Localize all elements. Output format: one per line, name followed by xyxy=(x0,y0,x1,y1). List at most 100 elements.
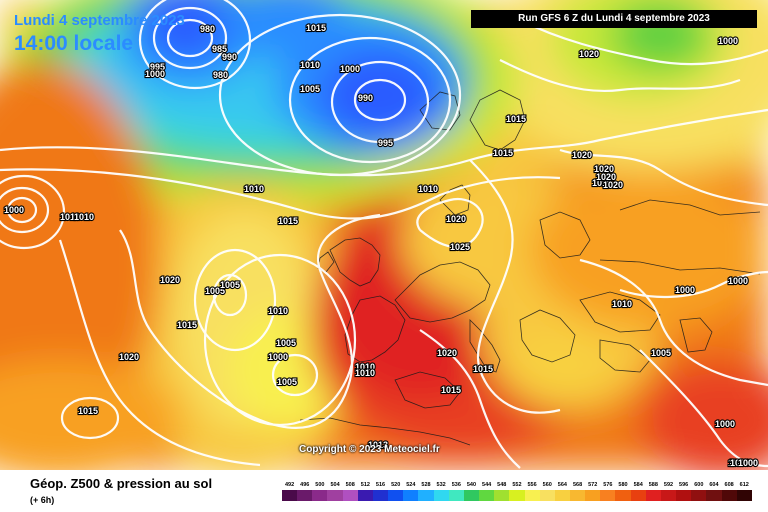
scale-swatch xyxy=(418,490,434,501)
isobar-pressure-label: 1000 xyxy=(4,205,24,215)
isobar-pressure-label: 1015 xyxy=(441,385,461,395)
geopotential-color-field xyxy=(0,0,768,470)
isobar-pressure-label: 1010 xyxy=(592,178,612,188)
scale-value-label: 568 xyxy=(572,482,583,488)
scale-swatch xyxy=(600,490,616,501)
isobar-pressure-label: 1010 xyxy=(418,184,438,194)
scale-swatch xyxy=(660,490,677,501)
isobar-pressure-label: 1005 xyxy=(300,84,320,94)
scale-value-label: 608 xyxy=(724,482,734,488)
scale-value-label: 496 xyxy=(300,482,310,488)
scale-value-label: 612 xyxy=(739,482,749,488)
isobar-pressure-label: 1010 xyxy=(74,212,94,222)
scale-swatch xyxy=(585,490,601,501)
legend-subtitle: (+ 6h) xyxy=(30,495,55,505)
scale-value-label: 508 xyxy=(345,482,355,488)
isobar-pressure-label: 1000 xyxy=(738,458,758,468)
isobar-pressure-label: 1000 xyxy=(728,276,748,286)
scale-value-label: 516 xyxy=(375,482,386,488)
scale-value-label: 524 xyxy=(406,482,416,488)
scale-swatch xyxy=(615,490,631,501)
isobar-pressure-label: 1020 xyxy=(119,352,139,362)
sea-level-isobars xyxy=(0,0,768,468)
isobar-pressure-label: 1020 xyxy=(437,348,457,358)
scale-swatch xyxy=(463,490,480,501)
scale-swatch xyxy=(736,490,752,501)
isobar-pressure-label: 995 xyxy=(378,138,393,148)
isobar-pressure-label: 1020 xyxy=(603,180,623,190)
scale-value-label: 504 xyxy=(330,482,340,488)
isobar-pressure-label: 1010 xyxy=(60,212,80,222)
scale-swatch xyxy=(357,490,373,501)
scale-value-label: 604 xyxy=(709,482,719,488)
scale-value-label: 576 xyxy=(603,482,613,488)
scale-value-label: 556 xyxy=(527,482,537,488)
scale-swatch xyxy=(282,490,298,501)
scale-swatch xyxy=(403,490,419,501)
isobar-pressure-label: 995 xyxy=(150,62,165,72)
isobar-pressure-label: 985 xyxy=(212,44,227,54)
isobar-pressure-label: 1015 xyxy=(473,364,493,374)
scale-value-label: 532 xyxy=(436,482,446,488)
isobar-pressure-label: 1000 xyxy=(728,276,748,286)
coastlines xyxy=(299,89,761,446)
scale-value-label: 492 xyxy=(284,482,295,488)
scale-swatch xyxy=(509,490,525,501)
isobar-pressure-label: 1000 xyxy=(730,458,750,468)
isobar-pressure-label: 990 xyxy=(222,52,237,62)
scale-value-label: 536 xyxy=(451,482,461,488)
scale-swatch xyxy=(479,490,495,501)
isobar-pressure-label: 1005 xyxy=(277,377,297,387)
scale-value-label: 544 xyxy=(482,482,492,488)
isobar-pressure-label: 1015 xyxy=(78,406,98,416)
scale-value-label: 596 xyxy=(679,482,689,488)
scale-swatch xyxy=(676,490,692,501)
isobar-pressure-label: 1013 xyxy=(368,440,388,450)
isobar-pressure-label: 1010 xyxy=(300,60,320,70)
scale-swatch xyxy=(312,490,328,501)
isobar-pressure-label: 1010 xyxy=(268,306,288,316)
isobar-pressure-label: 1020 xyxy=(572,150,592,160)
isobar-pressure-label: 1020 xyxy=(594,164,614,174)
scale-swatch xyxy=(524,490,540,501)
scale-swatch xyxy=(569,490,586,501)
isobar-pressure-label: 1000 xyxy=(715,419,735,429)
isobar-pressure-label: 1020 xyxy=(596,172,616,182)
isobar-pressure-label: 1010 xyxy=(355,368,375,378)
scale-swatch xyxy=(297,490,313,501)
scale-value-label: 500 xyxy=(315,482,325,488)
isobar-pressure-label: 1015 xyxy=(278,216,298,226)
legend-bar: Géop. Z500 & pression au sol (+ 6h) 492 4… xyxy=(0,470,768,512)
color-scale-swatches xyxy=(282,490,752,501)
isobar-pressure-label: 1010 xyxy=(244,184,264,194)
scale-value-label: 600 xyxy=(694,482,704,488)
color-scale-values: 492 496 500 504 508 512 516 520 524 528 532 536 540 5… xyxy=(282,480,752,490)
isobar-pressure-label: 1000 xyxy=(718,36,738,46)
scale-value-label: 520 xyxy=(391,482,401,488)
scale-value-label: 588 xyxy=(648,482,658,488)
isobar-pressure-label: 1000 xyxy=(340,64,360,74)
isobar-pressure-label: 980 xyxy=(213,70,228,80)
isobar-pressure-label: 990 xyxy=(358,93,373,103)
isobar-pressure-label: 1000 xyxy=(675,285,695,295)
isobar-pressure-label: 1005 xyxy=(205,286,225,296)
scale-value-label: 552 xyxy=(512,482,522,488)
scale-value-label: 584 xyxy=(633,482,643,488)
isobar-pressure-label: 1020 xyxy=(579,49,599,59)
scale-swatch xyxy=(372,490,389,501)
isobar-pressure-label: 1000 xyxy=(145,69,165,79)
weather-map: 980 985 990 980 995 1000 1015 1010 1005 1000 990 99… xyxy=(0,0,768,470)
scale-value-label: 560 xyxy=(542,482,552,488)
scale-swatch xyxy=(645,490,661,501)
scale-value-label: 548 xyxy=(497,482,507,488)
isobar-pressure-label: 1000 xyxy=(268,352,288,362)
isobar-pressure-label: 1000 xyxy=(728,458,748,468)
isobar-pressure-label: 1015 xyxy=(306,23,326,33)
isobar-pressure-label: 1005 xyxy=(276,338,296,348)
scale-swatch xyxy=(630,490,646,501)
isobar-pressure-label: 1015 xyxy=(493,148,513,158)
isobar-pressure-label: 1005 xyxy=(651,348,671,358)
scale-value-label: 528 xyxy=(421,482,431,488)
isobar-pressure-label: 1005 xyxy=(220,280,240,290)
